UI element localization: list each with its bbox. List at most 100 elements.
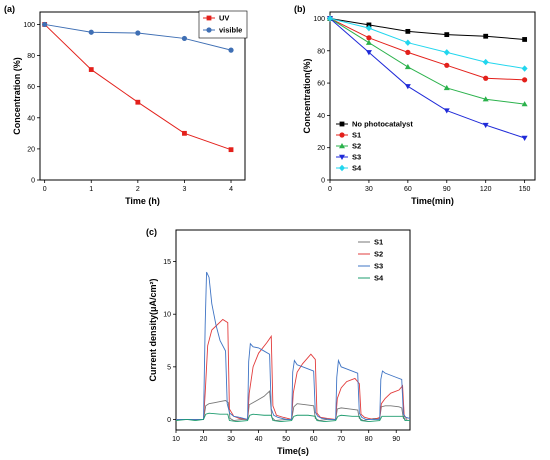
panel-c-ylabel: Current density(μA/cm²) [148, 278, 158, 381]
series-b-no-photocatalyst-point [405, 28, 411, 34]
series-c-s4-line [176, 412, 410, 423]
legend-entry-label: S1 [374, 238, 383, 247]
panel-c-xtick-label: 30 [227, 436, 235, 443]
legend-entry-label: S4 [352, 164, 362, 173]
panel-b-ytick-label: 0 [321, 178, 325, 185]
panel-a-ytick-label: 20 [27, 146, 35, 153]
series-b-s1-point [483, 75, 489, 81]
legend-box [198, 10, 248, 39]
panel-a-xlabel: Time (h) [125, 196, 160, 206]
panel-c-label: (c) [146, 227, 157, 237]
series-a-uv-point [135, 99, 141, 105]
series-b-s3-point [482, 122, 489, 129]
panel-a-xtick-label: 3 [182, 186, 186, 193]
panel-c-xtick-label: 60 [310, 436, 318, 443]
panel-b-ytick-label: 20 [317, 145, 325, 152]
series-b-s1-point [366, 35, 372, 41]
legend-entry-label: No photocatalyst [352, 120, 413, 129]
panel-c-xlabel: Time(s) [277, 446, 309, 456]
panel-b-frame [329, 11, 536, 181]
panel-c-xtick-label: 90 [392, 436, 400, 443]
panel-c: 10 20 30 40 50 60 70 80 90 0 5 10 15 Time(s) Current d… [146, 227, 411, 456]
legend-swatch-marker [206, 27, 212, 33]
panel-c-xtick-label: 20 [200, 436, 208, 443]
series-b-no-photocatalyst-point [444, 32, 450, 38]
legend-entry-label: UV [219, 14, 229, 23]
legend-swatch-marker [339, 143, 345, 149]
panel-c-frame [175, 229, 411, 431]
panel-c-ytick-label: 0 [167, 417, 171, 424]
series-b-s4-point [521, 65, 528, 72]
series-b-s2-line [329, 18, 525, 105]
series-b-s3-point [521, 135, 528, 141]
panel-a-xtick-label: 4 [229, 186, 233, 193]
series-a-visible-point [135, 30, 141, 36]
series-b-s4-point [365, 24, 372, 32]
panel-c-legend: S1 S2 S3 S4 [358, 238, 384, 283]
series-b-s2-point [482, 96, 489, 102]
panel-a-ytick-label: 100 [23, 22, 35, 29]
legend-entry-label: visible [219, 26, 242, 35]
legend-entry-label: S2 [374, 250, 383, 259]
series-b-s3-line [329, 18, 525, 139]
series-a-uv-point [228, 147, 234, 153]
panel-c-xtick-label: 10 [172, 436, 180, 443]
panel-b-ylabel: Concentration(%) [302, 59, 312, 134]
series-b-s4-point [327, 15, 333, 22]
panel-c-traces [176, 271, 410, 423]
legend-swatch-marker [339, 121, 345, 127]
panel-c-ytick-label: 10 [163, 312, 171, 319]
legend-entry-label: S4 [374, 274, 384, 283]
legend-swatch-marker [339, 164, 345, 172]
legend-swatch-marker [339, 154, 345, 160]
series-a-uv-point [182, 130, 187, 136]
panel-b-ytick-label: 80 [317, 48, 325, 55]
legend-swatch-marker [339, 132, 345, 138]
series-a-visible-point [228, 47, 234, 53]
panel-c-ytick-label: 5 [167, 364, 171, 371]
series-b-no-photocatalyst-point [483, 33, 489, 39]
panel-b-xtick-label: 0 [328, 186, 332, 193]
panel-b-ytick-label: 100 [313, 16, 325, 23]
panel-a-legend: UV visible [198, 10, 248, 39]
series-b-no-photocatalyst-point [522, 37, 528, 42]
panel-b-xtick-label: 150 [519, 186, 531, 193]
series-b-s1-point [405, 49, 411, 55]
series-b-s3-point [443, 108, 450, 114]
panel-c-xtick-label: 70 [337, 436, 345, 443]
series-a-uv-point [88, 67, 94, 72]
panel-b-ytick-label: 40 [317, 113, 325, 120]
series-b-s1-point [444, 62, 450, 68]
panel-a-frame [39, 11, 246, 181]
series-b-s3-point [365, 50, 372, 56]
series-b-s2-point [404, 63, 411, 70]
panel-b-xtick-label: 90 [443, 186, 451, 193]
panel-b: 0 30 60 90 120 150 0 20 40 60 80 100 Time(min) Concen… [294, 4, 536, 206]
panel-a-xtick-label: 1 [89, 186, 93, 193]
panel-a-xtick-label: 2 [136, 186, 140, 193]
series-b-s4-line [329, 17, 525, 70]
panel-a-label: (a) [4, 4, 15, 14]
series-c-s3-line [176, 271, 410, 421]
panel-c-xtick-label: 40 [255, 436, 263, 443]
panel-b-ytick-label: 60 [317, 81, 325, 88]
series-b-s4-point [443, 49, 450, 56]
series-b-s4-point [404, 39, 411, 46]
series-a-visible-point [181, 35, 188, 42]
panel-a-xtick-label: 0 [43, 186, 47, 193]
panel-a-ytick-label: 0 [31, 178, 35, 185]
legend-entry-label: S3 [374, 262, 383, 271]
panel-b-xtick-label: 60 [404, 186, 412, 193]
legend-swatch-marker [206, 15, 212, 21]
legend-entry-label: S1 [352, 131, 361, 140]
panel-a-ytick-label: 60 [27, 84, 35, 91]
panel-b-label: (b) [294, 4, 306, 14]
series-b-no-photocatalyst-line [329, 17, 525, 40]
panel-c-xtick-label: 50 [282, 436, 290, 443]
series-a-visible-point [42, 21, 48, 28]
series-b-s4-point [482, 58, 489, 66]
panel-b-xlabel: Time(min) [411, 196, 454, 206]
series-a-visible-point [88, 29, 94, 35]
series-b-s2-point [365, 39, 372, 45]
